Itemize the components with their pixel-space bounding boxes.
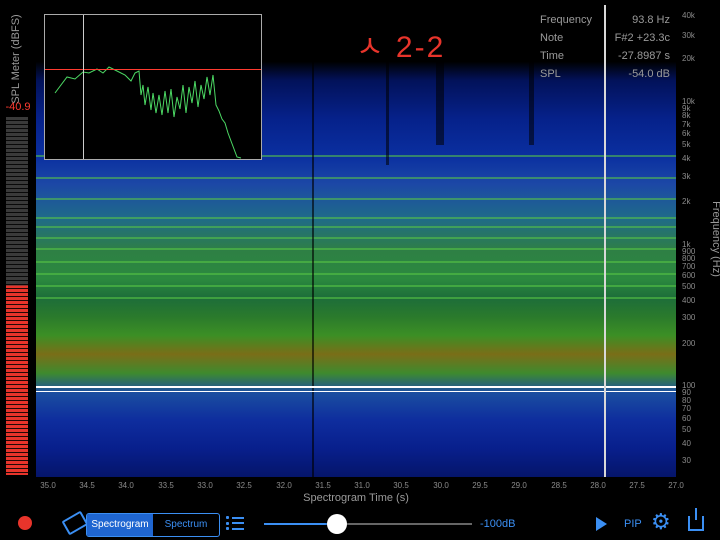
readout-row-note: Note F#2 +23.3c — [540, 32, 670, 50]
frequency-tick: 300 — [682, 313, 696, 322]
time-axis-title: Spectrogram Time (s) — [303, 492, 409, 504]
spectrum-cursor-line — [83, 15, 84, 159]
readout-label: Time — [540, 50, 565, 62]
frequency-axis-title: Frequency (Hz) — [710, 201, 720, 277]
gain-slider-knob[interactable] — [326, 514, 347, 534]
frequency-tick: 8k — [682, 111, 691, 120]
time-tick: 27.0 — [668, 481, 684, 490]
mode-segmented-control[interactable]: Spectrogram Spectrum — [86, 513, 220, 537]
list-icon[interactable] — [226, 516, 244, 530]
readout-row-time: Time -27.8987 s — [540, 50, 670, 68]
spl-meter-value: -40.9 — [5, 101, 31, 113]
time-tick: 29.5 — [472, 481, 488, 490]
frequency-tick: 900 — [682, 247, 696, 256]
frequency-tick: 90 — [682, 388, 691, 397]
frequency-tick: 100 — [682, 381, 696, 390]
play-icon[interactable] — [596, 517, 607, 531]
time-tick: 30.5 — [393, 481, 409, 490]
frequency-tick: 7k — [682, 120, 691, 129]
frequency-tick: 200 — [682, 339, 696, 348]
gain-slider-fill — [264, 523, 337, 525]
frequency-tick: 3k — [682, 172, 691, 181]
eraser-icon[interactable] — [61, 510, 89, 536]
frequency-tick: 80 — [682, 396, 691, 405]
time-tick: 35.0 — [40, 481, 56, 490]
time-tick: 28.0 — [590, 481, 606, 490]
frequency-tick: 4k — [682, 154, 691, 163]
frequency-tick: 60 — [682, 414, 691, 423]
frequency-tick: 40 — [682, 439, 691, 448]
mode-spectrogram-button[interactable]: Spectrogram — [87, 514, 153, 536]
spl-meter-bars — [6, 117, 28, 475]
frequency-tick: 2k — [682, 197, 691, 206]
frequency-tick: 600 — [682, 271, 696, 280]
time-tick: 33.5 — [158, 481, 174, 490]
spl-meter-title: SPL Meter (dBFS) — [10, 14, 22, 104]
time-tick: 32.0 — [276, 481, 292, 490]
frequency-tick: 50 — [682, 425, 691, 434]
mode-spectrum-button[interactable]: Spectrum — [164, 519, 208, 530]
frequency-tick: 500 — [682, 282, 696, 291]
share-icon[interactable] — [688, 508, 704, 531]
frequency-tick: 10k — [682, 97, 695, 106]
cursor-readout: Frequency 93.8 Hz Note F#2 +23.3c Time -… — [540, 14, 670, 86]
readout-value: F#2 +23.3c — [614, 32, 670, 44]
gain-slider-track[interactable] — [264, 523, 472, 525]
frequency-tick: 70 — [682, 404, 691, 413]
frequency-tick: 6k — [682, 129, 691, 138]
gain-label: -100dB — [480, 518, 516, 530]
readout-value: 93.8 Hz — [632, 14, 670, 26]
time-tick: 31.0 — [354, 481, 370, 490]
readout-label: Note — [540, 32, 564, 44]
frequency-tick: 5k — [682, 140, 691, 149]
time-tick: 28.5 — [551, 481, 567, 490]
annotation-title: ㅅ 2-2 — [356, 31, 446, 64]
frequency-tick: 400 — [682, 296, 696, 305]
readout-label: Frequency — [540, 14, 592, 26]
time-tick: 31.5 — [315, 481, 331, 490]
time-tick: 32.5 — [236, 481, 252, 490]
spectrum-trace — [54, 66, 242, 159]
frequency-tick: 40k — [682, 11, 695, 20]
pip-button[interactable]: PIP — [624, 518, 642, 530]
time-tick: 34.5 — [79, 481, 95, 490]
frequency-tick: 30k — [682, 31, 695, 40]
gear-icon[interactable]: ⚙ — [651, 509, 671, 534]
frequency-tick: 9k — [682, 104, 691, 113]
frequency-tick: 1k — [682, 240, 691, 249]
time-tick: 33.0 — [197, 481, 213, 490]
readout-value: -54.0 dB — [628, 68, 670, 80]
readout-label: SPL — [540, 68, 561, 80]
spectrum-inset[interactable] — [44, 14, 262, 160]
readout-row-frequency: Frequency 93.8 Hz — [540, 14, 670, 32]
time-tick: 34.0 — [118, 481, 134, 490]
time-tick: 29.0 — [511, 481, 527, 490]
readout-row-spl: SPL -54.0 dB — [540, 68, 670, 86]
frequency-tick: 800 — [682, 254, 696, 263]
frequency-tick: 700 — [682, 262, 696, 271]
frequency-tick: 30 — [682, 456, 691, 465]
frequency-tick: 20k — [682, 54, 695, 63]
spectrum-reference-line — [45, 69, 261, 70]
time-tick: 27.5 — [629, 481, 645, 490]
readout-value: -27.8987 s — [618, 50, 670, 62]
time-tick: 30.0 — [433, 481, 449, 490]
record-icon[interactable] — [18, 516, 32, 530]
